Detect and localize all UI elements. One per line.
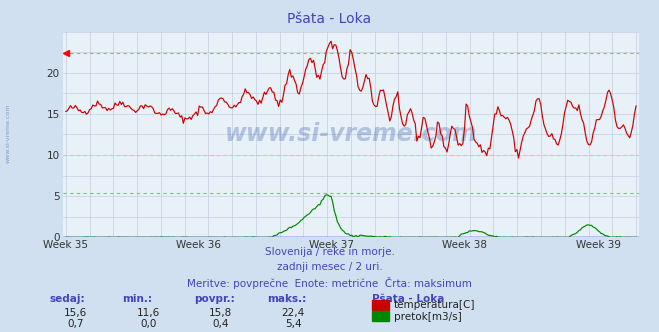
- Text: pretok[m3/s]: pretok[m3/s]: [394, 312, 462, 322]
- Text: Slovenija / reke in morje.: Slovenija / reke in morje.: [264, 247, 395, 257]
- Text: 22,4: 22,4: [281, 308, 305, 318]
- Text: 0,4: 0,4: [212, 319, 229, 329]
- Text: povpr.:: povpr.:: [194, 294, 235, 304]
- Text: Pšata - Loka: Pšata - Loka: [372, 294, 445, 304]
- Text: 15,6: 15,6: [64, 308, 88, 318]
- Text: zadnji mesec / 2 uri.: zadnji mesec / 2 uri.: [277, 262, 382, 272]
- Text: Pšata - Loka: Pšata - Loka: [287, 12, 372, 26]
- Text: min.:: min.:: [122, 294, 152, 304]
- Text: Meritve: povprečne  Enote: metrične  Črta: maksimum: Meritve: povprečne Enote: metrične Črta:…: [187, 277, 472, 289]
- Text: 15,8: 15,8: [209, 308, 233, 318]
- Text: www.si-vreme.com: www.si-vreme.com: [225, 123, 477, 146]
- Text: 0,0: 0,0: [140, 319, 156, 329]
- Text: 5,4: 5,4: [285, 319, 302, 329]
- Text: temperatura[C]: temperatura[C]: [394, 300, 476, 310]
- Text: www.si-vreme.com: www.si-vreme.com: [5, 103, 11, 163]
- Text: sedaj:: sedaj:: [49, 294, 85, 304]
- Text: maks.:: maks.:: [267, 294, 306, 304]
- Text: 11,6: 11,6: [136, 308, 160, 318]
- Text: 0,7: 0,7: [67, 319, 84, 329]
